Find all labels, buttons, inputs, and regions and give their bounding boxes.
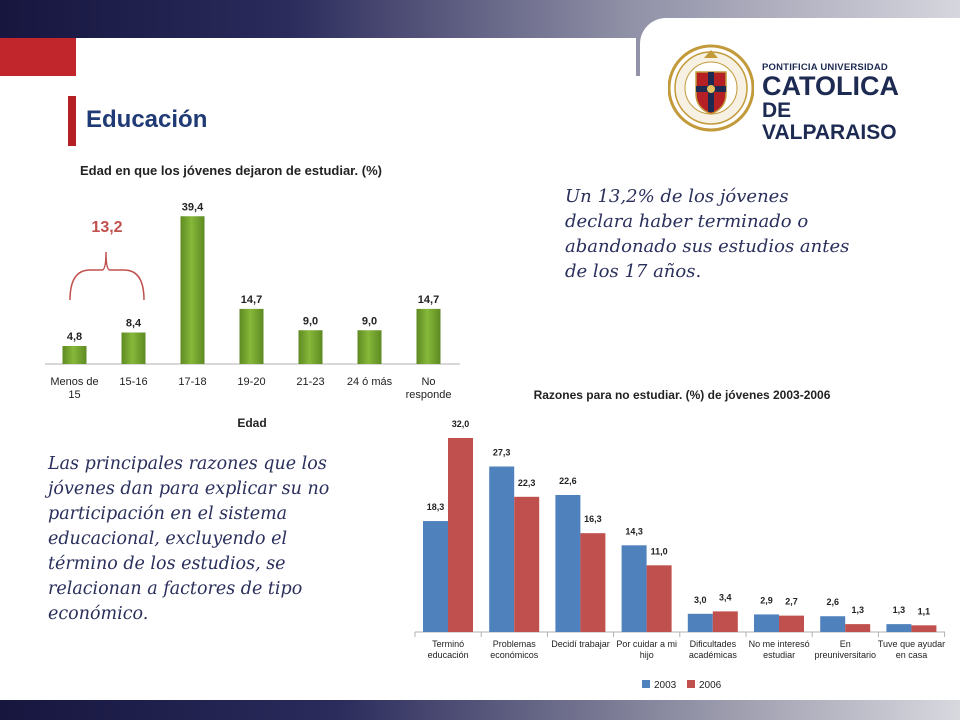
reason-tick-label: Decidí trabajar: [551, 639, 610, 649]
reason-tick-label: estudiar: [763, 650, 795, 660]
logo-line-3: DE VALPARAISO: [762, 99, 897, 144]
legend-swatch-2003: [642, 680, 650, 688]
age-chart-title: Edad en que los jóvenes dejaron de estud…: [80, 163, 382, 178]
age-bar: [298, 330, 323, 364]
age-tick-label: 21-23: [296, 376, 324, 388]
age-tick-label: No: [421, 376, 435, 388]
header-white-strip: [76, 38, 636, 78]
reason-bar-2006: [845, 624, 871, 632]
age-tick-label: 24 ó más: [347, 376, 393, 388]
age-bar-label: 39,4: [182, 201, 204, 213]
reason-bar-2003: [489, 466, 515, 632]
reason-bar-label: 22,6: [559, 476, 577, 486]
reason-bar-2003: [754, 614, 779, 632]
reason-tick-label: Terminó: [432, 639, 464, 649]
reason-tick-label: No me interesó: [749, 639, 810, 649]
reasons-chart-title: Razones para no estudiar. (%) de jóvenes…: [534, 388, 831, 402]
age-tick-label: responde: [406, 389, 452, 401]
header-red-block: [0, 38, 76, 76]
legend-label-2006: 2006: [699, 680, 722, 691]
reason-tick-label: Tuve que ayudar: [878, 639, 945, 649]
reason-bar-2006: [448, 438, 473, 632]
reason-bar-2006: [514, 496, 540, 632]
reason-bar-label: 11,0: [651, 546, 668, 556]
reason-tick-label: preuniversitario: [815, 650, 877, 660]
age-bar-label: 9,0: [303, 315, 318, 327]
logo-line-2: CATOLICA: [762, 71, 899, 101]
reason-bar-label: 32,0: [452, 419, 470, 429]
reason-bar-2003: [555, 494, 581, 632]
age-bar-label: 14,7: [418, 294, 439, 306]
legend-label-2003: 2003: [654, 680, 677, 691]
reason-bar-label: 2,6: [826, 597, 839, 607]
annotation-brace: [69, 251, 145, 301]
reason-tick-label: académicas: [689, 650, 738, 660]
reason-tick-label: Por cuidar a mi: [616, 639, 677, 649]
reason-bar-2006: [580, 533, 606, 632]
age-chart-xlabel: Edad: [237, 416, 266, 430]
reason-bar-2003: [687, 613, 713, 632]
reason-tick-label: Dificultades: [690, 639, 737, 649]
university-logo: PONTIFICIA UNIVERSIDAD CATOLICA DE VALPA…: [667, 40, 928, 144]
reason-bar-2006: [712, 611, 738, 632]
age-bar: [239, 308, 264, 364]
age-tick-label: 19-20: [237, 376, 265, 388]
title-accent-bar: [68, 96, 76, 146]
reason-tick-label: educación: [428, 650, 469, 660]
reason-bar-2003: [886, 624, 912, 632]
reason-bar-2003: [621, 545, 647, 632]
age-bar: [62, 346, 87, 364]
age-bar-label: 4,8: [67, 331, 82, 343]
reason-bar-2003: [423, 521, 448, 632]
logo-line-1: PONTIFICIA UNIVERSIDAD: [762, 62, 888, 73]
reason-bar-label: 1,1: [918, 606, 931, 616]
reason-bar-label: 1,3: [851, 605, 864, 615]
reason-bar-2006: [646, 565, 672, 632]
reason-bar-label: 3,0: [694, 595, 707, 605]
legend-swatch-2006: [687, 680, 695, 688]
reason-tick-label: en casa: [896, 650, 928, 660]
reason-bar-label: 2,9: [760, 595, 773, 605]
reason-tick-label: económicos: [490, 650, 539, 660]
reason-bar-label: 1,3: [893, 605, 906, 615]
reason-bar-label: 18,3: [427, 502, 445, 512]
quote-bottom: Las principales razones que los jóvenes …: [48, 454, 330, 624]
age-bar-label: 9,0: [362, 315, 377, 327]
annotation-value: 13,2: [91, 219, 122, 236]
age-bar: [121, 332, 146, 364]
reason-bar-label: 27,3: [493, 447, 511, 457]
logo-wordmark: PONTIFICIA UNIVERSIDAD CATOLICA DE VALPA…: [762, 62, 928, 144]
age-bar: [180, 216, 205, 364]
age-tick-label: 15-16: [119, 376, 147, 388]
age-bar: [357, 330, 382, 364]
age-bar: [416, 308, 441, 364]
reason-bar-2003: [820, 616, 846, 632]
page-title: Educación: [86, 106, 208, 133]
reason-tick-label: En: [840, 639, 851, 649]
reason-bar-label: 2,7: [785, 597, 798, 607]
reason-bar-2006: [911, 625, 937, 632]
university-seal-icon: [667, 44, 755, 132]
reason-tick-label: hijo: [640, 650, 654, 660]
reason-tick-label: Problemas: [493, 639, 537, 649]
footer-band: [0, 700, 960, 720]
reason-bar-label: 16,3: [584, 514, 602, 524]
reason-bar-2006: [779, 615, 804, 632]
age-tick-label: 17-18: [178, 376, 206, 388]
reason-bar-label: 22,3: [518, 478, 536, 488]
age-bar-label: 8,4: [126, 318, 142, 330]
age-bar-label: 14,7: [241, 294, 262, 306]
age-tick-label: 15: [68, 389, 80, 401]
reason-bar-label: 3,4: [719, 592, 732, 602]
age-tick-label: Menos de: [50, 376, 98, 388]
reason-bar-label: 14,3: [625, 526, 643, 536]
quote-top: Un 13,2% de los jóvenes declara haber te…: [565, 186, 850, 282]
